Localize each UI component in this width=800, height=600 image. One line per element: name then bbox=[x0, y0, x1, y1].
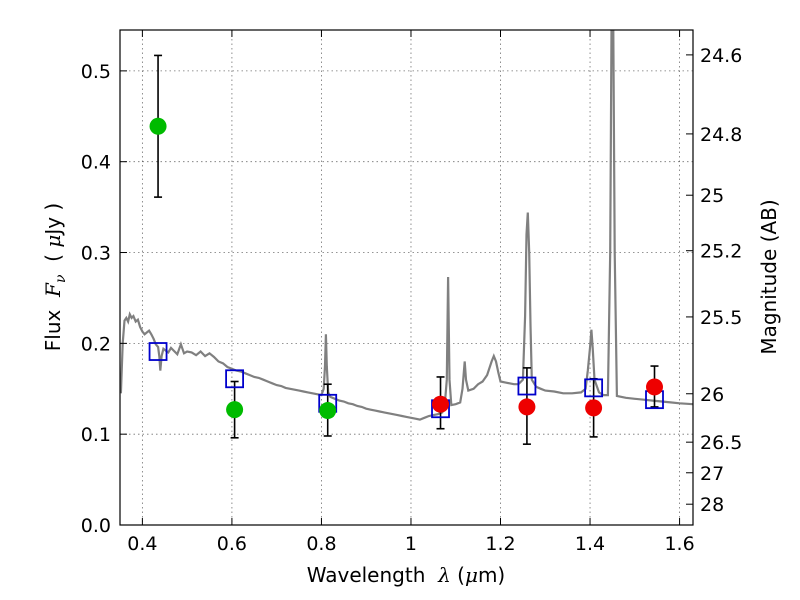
plot-frame bbox=[119, 29, 694, 526]
x-tick-label: 0.8 bbox=[306, 533, 336, 555]
model-sed-line bbox=[120, 30, 693, 421]
optical-data-point bbox=[319, 402, 337, 420]
y-tick-label: 0.1 bbox=[81, 424, 111, 446]
right-axis-label: Magnitude (AB) bbox=[757, 199, 781, 354]
model-photometry-square bbox=[517, 376, 537, 396]
x-tick-label: 0.4 bbox=[127, 533, 157, 555]
x-tick-label: 0.6 bbox=[217, 533, 247, 555]
right-tick-label: 24.8 bbox=[700, 124, 742, 146]
right-tick-label: 24.6 bbox=[700, 45, 742, 67]
y-tick-label: 0.0 bbox=[81, 515, 111, 537]
x-axis-label: Wavelength λ (μm) bbox=[307, 563, 506, 587]
right-tick-label: 26 bbox=[700, 384, 724, 406]
nearir-data-point bbox=[432, 395, 450, 413]
right-tick-label: 28 bbox=[700, 494, 724, 516]
y-tick-label: 0.3 bbox=[81, 243, 111, 265]
y-tick-label: 0.2 bbox=[81, 333, 111, 355]
y-axis-ticks: 0.0 0.1 0.2 0.3 0.4 0.5 bbox=[81, 61, 127, 537]
x-tick-label: 1.2 bbox=[485, 533, 515, 555]
nearir-data-point bbox=[585, 399, 603, 417]
model-photometry-square bbox=[225, 369, 245, 389]
right-axis-ticks: 24.6 24.8 25 25.2 25.5 26 26.5 27 28 bbox=[686, 45, 742, 516]
plot-area bbox=[120, 30, 693, 525]
right-tick-label: 25 bbox=[700, 185, 724, 207]
x-tick-label: 1 bbox=[405, 533, 417, 555]
model-photometry-square bbox=[148, 342, 168, 361]
right-tick-label: 26.5 bbox=[700, 432, 742, 454]
y-axis-label: Flux Fν ( μJy ) bbox=[41, 203, 69, 351]
x-tick-label: 1.4 bbox=[575, 533, 605, 555]
x-axis-ticks: 0.4 0.6 0.8 1 1.2 1.4 1.6 bbox=[127, 30, 695, 555]
observed-photometry-points bbox=[149, 117, 664, 420]
y-tick-label: 0.4 bbox=[81, 152, 111, 174]
right-tick-label: 25.2 bbox=[700, 241, 742, 263]
nearir-data-point bbox=[518, 398, 536, 416]
x-tick-label: 1.6 bbox=[664, 533, 694, 555]
right-tick-label: 27 bbox=[700, 463, 724, 485]
model-photometry-square bbox=[584, 378, 604, 398]
optical-data-point bbox=[226, 401, 244, 419]
right-tick-label: 25.5 bbox=[700, 307, 742, 329]
nearir-data-point bbox=[646, 378, 664, 396]
y-tick-label: 0.5 bbox=[81, 61, 111, 83]
optical-data-point bbox=[149, 117, 167, 135]
